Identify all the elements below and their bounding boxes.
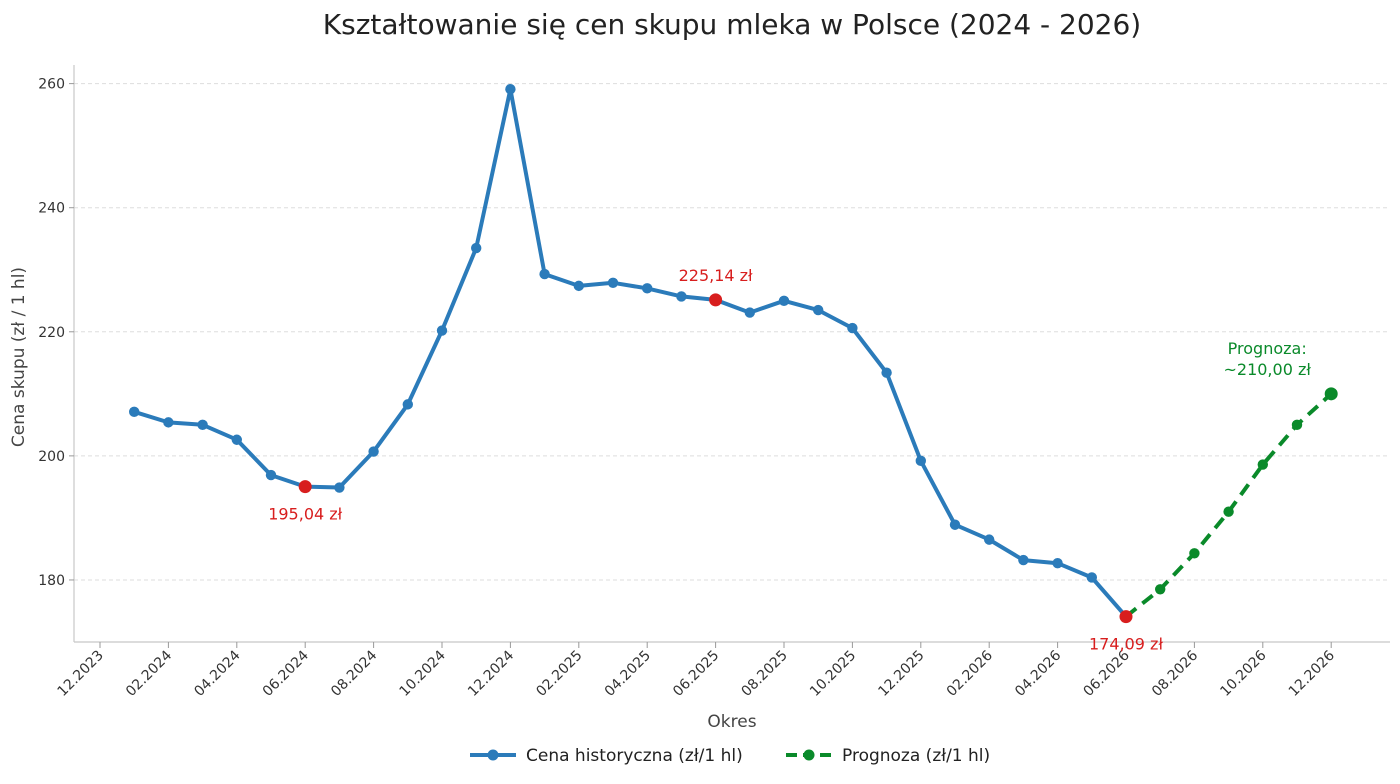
forecast-point — [1155, 584, 1166, 595]
data-label: 195,04 zł — [268, 505, 342, 524]
historical-point — [778, 295, 790, 306]
forecast-label: Prognoza: — [1228, 339, 1307, 358]
y-axis-ticks: 180 200 220 240 260 — [38, 77, 74, 589]
x-tick-label: 04.2025 — [602, 648, 654, 700]
data-label: 225,14 zł — [679, 266, 753, 285]
x-tick-label: 02.2025 — [533, 648, 585, 700]
x-tick-label: 06.2024 — [260, 647, 312, 699]
highlight-point — [1119, 610, 1133, 624]
historical-point — [334, 482, 345, 493]
historical-point — [1052, 558, 1063, 569]
x-axis-label: Okres — [707, 712, 756, 732]
x-tick-label: 12.2023 — [55, 648, 107, 700]
historical-point — [881, 367, 892, 378]
legend-swatch-marker — [803, 749, 815, 761]
forecast-point — [1257, 459, 1269, 470]
x-tick-label: 12.2024 — [465, 647, 517, 699]
historical-point — [231, 434, 242, 445]
x-tick-label: 12.2025 — [875, 648, 927, 700]
historical-point — [744, 307, 755, 318]
historical-point — [471, 242, 482, 254]
x-tick-label: 04.2026 — [1012, 647, 1064, 699]
forecast-point — [1291, 419, 1303, 431]
historical-point — [539, 268, 550, 280]
y-tick-label: 180 — [38, 573, 65, 589]
x-tick-label: 06.2026 — [1081, 647, 1133, 699]
y-tick-label: 200 — [38, 449, 65, 465]
historical-point — [949, 519, 961, 530]
y-tick-label: 220 — [38, 325, 65, 341]
series-layer — [129, 83, 1338, 622]
chart-title: Kształtowanie się cen skupu mleka w Pols… — [323, 8, 1141, 41]
forecast-point — [1189, 548, 1200, 559]
x-tick-label: 10.2025 — [807, 648, 859, 700]
historical-point — [984, 534, 995, 545]
legend: Cena historyczna (zł/1 hl) Prognoza (zł/1… — [470, 746, 990, 766]
historical-point — [368, 446, 379, 457]
historical-line — [132, 87, 1128, 619]
y-tick-label: 260 — [38, 77, 65, 93]
historical-point — [1018, 554, 1029, 566]
historical-point — [1086, 572, 1098, 583]
x-tick-label: 12.2026 — [1286, 647, 1338, 699]
historical-point — [505, 83, 516, 95]
annotation-layer: 195,04 zł 225,14 zł 174,09 zł Prognoza: ~210… — [268, 266, 1311, 654]
x-tick-label: 10.2026 — [1217, 647, 1269, 699]
historical-point — [813, 304, 824, 316]
historical-point — [847, 322, 858, 334]
axes — [73, 65, 1390, 643]
historical-point — [265, 469, 277, 481]
historical-point — [642, 283, 653, 294]
x-tick-label: 04.2024 — [191, 647, 243, 699]
highlight-point — [298, 480, 312, 494]
forecast-point — [1324, 387, 1338, 401]
historical-point — [163, 417, 174, 428]
x-tick-label: 06.2025 — [670, 648, 722, 700]
historical-point — [197, 419, 208, 431]
grid-lines — [74, 83, 1390, 581]
historical-point — [129, 406, 140, 418]
historical-point — [573, 280, 584, 292]
y-axis-label: Cena skupu (zł / 1 hl) — [9, 267, 29, 447]
legend-label-historical: Cena historyczna (zł/1 hl) — [526, 746, 743, 766]
historical-point — [402, 399, 413, 410]
highlight-point — [709, 293, 723, 307]
x-tick-label: 08.2024 — [328, 647, 380, 699]
x-tick-label: 08.2025 — [739, 648, 791, 700]
x-tick-label: 02.2024 — [123, 647, 175, 699]
series-historical — [129, 83, 1132, 622]
data-label: 174,09 zł — [1089, 635, 1163, 654]
x-tick-label: 02.2026 — [944, 647, 996, 699]
forecast-point — [1223, 506, 1234, 517]
legend-swatch-marker — [487, 749, 499, 761]
series-forecast — [1124, 387, 1338, 619]
y-tick-label: 240 — [38, 201, 65, 217]
historical-point — [915, 455, 926, 467]
historical-point — [676, 291, 687, 302]
historical-point — [607, 277, 619, 288]
x-tick-label: 08.2026 — [1149, 647, 1201, 699]
legend-label-forecast: Prognoza (zł/1 hl) — [842, 746, 990, 766]
forecast-label: ~210,00 zł — [1223, 360, 1311, 379]
historical-point — [436, 325, 448, 336]
x-tick-label: 10.2024 — [397, 647, 449, 699]
